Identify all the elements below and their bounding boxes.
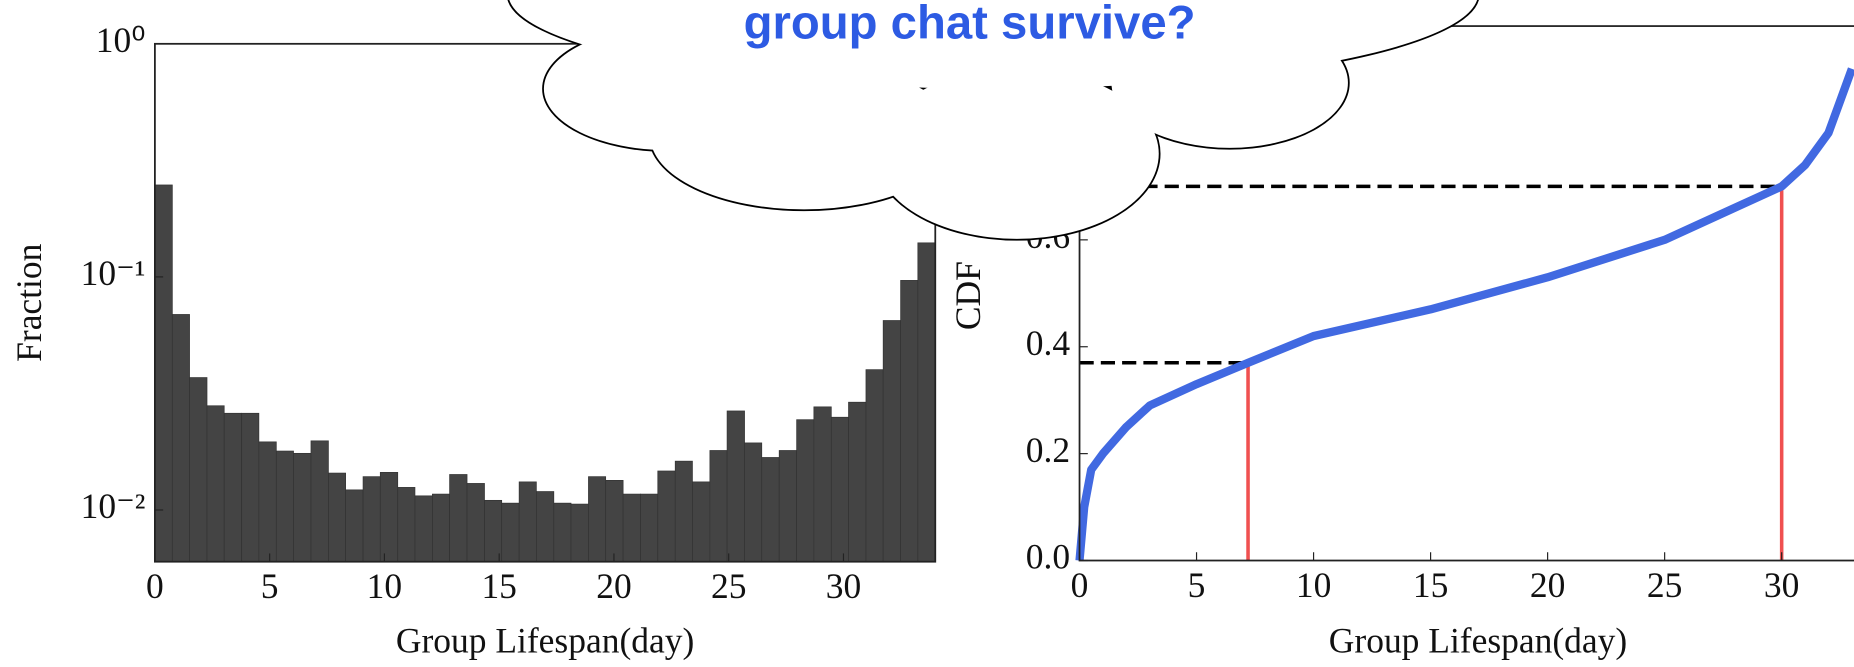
- x-tick-label: 0: [1071, 565, 1089, 605]
- bar: [328, 473, 345, 562]
- x-tick-label: 0: [146, 566, 164, 606]
- x-tick-label: 30: [1764, 565, 1799, 605]
- bar: [901, 280, 918, 561]
- bar: [727, 411, 744, 562]
- x-tick-label: 20: [596, 566, 631, 606]
- bar: [190, 378, 207, 562]
- bar: [519, 482, 536, 562]
- bar: [172, 314, 189, 561]
- bar: [294, 453, 311, 561]
- bar: [224, 413, 241, 561]
- y-tick-label: 10⁻²: [81, 486, 146, 526]
- bar: [415, 496, 432, 562]
- x-tick-label: 10: [367, 566, 402, 606]
- bar: [432, 494, 449, 562]
- bar: [606, 480, 623, 561]
- bar: [155, 185, 172, 562]
- bar: [311, 441, 328, 562]
- bar: [866, 370, 883, 562]
- callout-cloud: group chat survive?: [508, 0, 1478, 239]
- bar: [346, 490, 363, 562]
- y-tick-label: 0.4: [1026, 323, 1071, 363]
- x-axis-label: Group Lifespan(day): [1329, 621, 1627, 661]
- bar: [259, 442, 276, 562]
- y-tick-label: 0.0: [1026, 537, 1070, 577]
- bar: [658, 471, 675, 562]
- x-tick-label: 15: [481, 566, 516, 606]
- bar: [536, 492, 553, 562]
- bar: [883, 321, 900, 562]
- x-tick-label: 5: [261, 566, 279, 606]
- bar: [779, 450, 796, 561]
- y-tick-label: 10⁰: [96, 20, 146, 60]
- x-tick-label: 30: [826, 566, 861, 606]
- bar: [363, 477, 380, 562]
- y-tick-label: 10⁻¹: [81, 253, 146, 293]
- x-tick-label: 20: [1530, 565, 1565, 605]
- x-axis-label: Group Lifespan(day): [396, 621, 694, 661]
- page: 0 5 10 15 20 25 30 10⁰ 10⁻¹ 10⁻² Group Lifespan(da…: [0, 0, 1854, 667]
- bar: [380, 472, 397, 561]
- bar: [588, 477, 605, 562]
- bar: [484, 500, 501, 561]
- bar: [762, 457, 779, 561]
- slide: 0 5 10 15 20 25 30 10⁰ 10⁻¹ 10⁻² Group Lifespan(da…: [0, 0, 1854, 667]
- x-tick-label: 10: [1296, 565, 1331, 605]
- x-tick-label: 25: [711, 566, 746, 606]
- bar: [242, 413, 259, 561]
- callout-text: group chat survive?: [744, 0, 1196, 50]
- x-tick-label: 5: [1188, 565, 1206, 605]
- y-axis-label: Fraction: [9, 243, 49, 361]
- y-tick-label: 0.2: [1026, 430, 1070, 470]
- bar: [710, 450, 727, 561]
- bar: [745, 443, 762, 562]
- x-tick-label: 15: [1413, 565, 1448, 605]
- bar: [398, 487, 415, 561]
- bar: [207, 406, 224, 562]
- bar: [918, 243, 935, 562]
- y-axis-label: CDF: [948, 261, 988, 330]
- bar: [276, 451, 293, 562]
- bar: [467, 483, 484, 561]
- bar: [571, 504, 588, 562]
- bar: [675, 461, 692, 562]
- bar: [502, 503, 519, 562]
- bar: [849, 402, 866, 561]
- bar: [554, 503, 571, 562]
- x-tick-label: 25: [1647, 565, 1682, 605]
- bar: [450, 474, 467, 561]
- bar: [831, 417, 848, 561]
- bar: [797, 420, 814, 562]
- bar: [692, 482, 709, 562]
- bar: [623, 494, 640, 562]
- bar: [814, 407, 831, 562]
- bar: [641, 494, 658, 562]
